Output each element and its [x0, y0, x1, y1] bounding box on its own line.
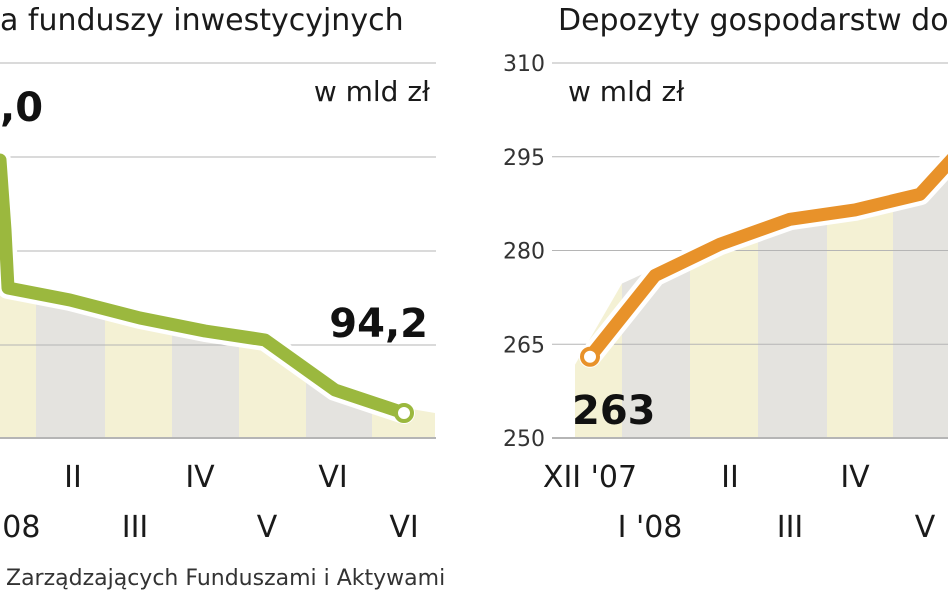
right-y-tick-label: 265 [503, 333, 545, 358]
right-y-tick-label: 310 [503, 52, 545, 77]
right-bar [690, 227, 758, 438]
left-x-tick: VI [318, 460, 347, 495]
right-bar [893, 158, 948, 438]
left-x-tick: IV [185, 460, 215, 495]
right-x-tick: I '08 [618, 510, 683, 545]
right-x-tick: XII '07 [543, 460, 637, 495]
right-chart-title: Depozyty gospodarstw do [558, 3, 948, 38]
right-bar [827, 202, 893, 438]
right-line [579, 147, 948, 368]
left-unit-label: w mld zł [314, 75, 430, 108]
left-x-tick: II [64, 460, 82, 495]
right-grid [552, 62, 948, 439]
right-start-value-label: 263 [572, 388, 656, 434]
right-bar [758, 217, 827, 438]
right-y-tick-label: 295 [503, 146, 545, 171]
right-y-ticks: 310 295 280 265 250 [503, 52, 545, 452]
left-x-tick: VI [389, 510, 418, 545]
left-grid [0, 62, 436, 439]
left-x-tick: V [257, 510, 278, 545]
left-series-line [0, 153, 411, 420]
left-line [0, 149, 415, 424]
right-start-point [580, 346, 600, 367]
left-x-tick: III [122, 510, 149, 545]
right-y-tick-label: 250 [503, 427, 545, 452]
source-note: Zarządzających Funduszami i Aktywami [6, 566, 445, 591]
left-end-value-label: 94,2 [329, 301, 428, 347]
left-x-tick: '08 [0, 510, 40, 545]
left-chart-title: a funduszy inwestycyjnych [0, 3, 404, 38]
right-x-tick: IV [840, 460, 870, 495]
left-bar [36, 294, 105, 438]
left-bar [172, 324, 239, 438]
right-x-tick: III [777, 510, 804, 545]
right-x-tick: V [915, 510, 936, 545]
right-series-line [583, 154, 948, 364]
left-end-point [394, 403, 414, 423]
right-y-tick-label: 280 [503, 240, 545, 265]
left-chart: a funduszy inwestycyjnych w mld zł ,0 94… [0, 3, 436, 545]
right-unit-label: w mld zł [568, 75, 684, 108]
left-bar [105, 309, 172, 438]
left-bar [0, 288, 36, 438]
right-x-tick: II [721, 460, 739, 495]
left-top-value-label: ,0 [0, 85, 43, 131]
